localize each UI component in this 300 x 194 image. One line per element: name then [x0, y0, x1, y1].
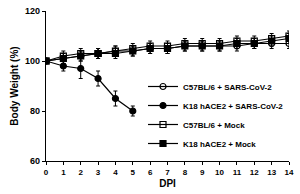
svg-text:14: 14: [285, 168, 294, 177]
svg-text:K18 hACE2 + SARS-CoV-2: K18 hACE2 + SARS-CoV-2: [183, 102, 283, 111]
svg-text:1: 1: [61, 168, 66, 177]
svg-text:C57BL/6 + Mock: C57BL/6 + Mock: [183, 121, 245, 130]
svg-text:8: 8: [183, 168, 188, 177]
svg-text:100: 100: [25, 56, 40, 66]
svg-text:2: 2: [78, 168, 83, 177]
svg-text:13: 13: [267, 168, 276, 177]
svg-text:DPI: DPI: [159, 178, 176, 189]
svg-text:9: 9: [200, 168, 205, 177]
svg-text:C57BL/6 + SARS-CoV-2: C57BL/6 + SARS-CoV-2: [183, 83, 272, 92]
svg-text:11: 11: [233, 168, 242, 177]
svg-text:0: 0: [44, 168, 49, 177]
svg-text:80: 80: [30, 106, 40, 116]
svg-text:120: 120: [25, 6, 40, 16]
svg-text:10: 10: [215, 168, 224, 177]
svg-text:3: 3: [96, 168, 101, 177]
svg-text:7: 7: [165, 168, 170, 177]
svg-text:4: 4: [113, 168, 118, 177]
svg-text:12: 12: [250, 168, 259, 177]
svg-text:Body Weight (%): Body Weight (%): [9, 46, 20, 125]
svg-text:5: 5: [131, 168, 136, 177]
svg-text:60: 60: [30, 156, 40, 166]
svg-text:6: 6: [148, 168, 153, 177]
svg-text:K18 hACE2 + Mock: K18 hACE2 + Mock: [183, 140, 256, 149]
